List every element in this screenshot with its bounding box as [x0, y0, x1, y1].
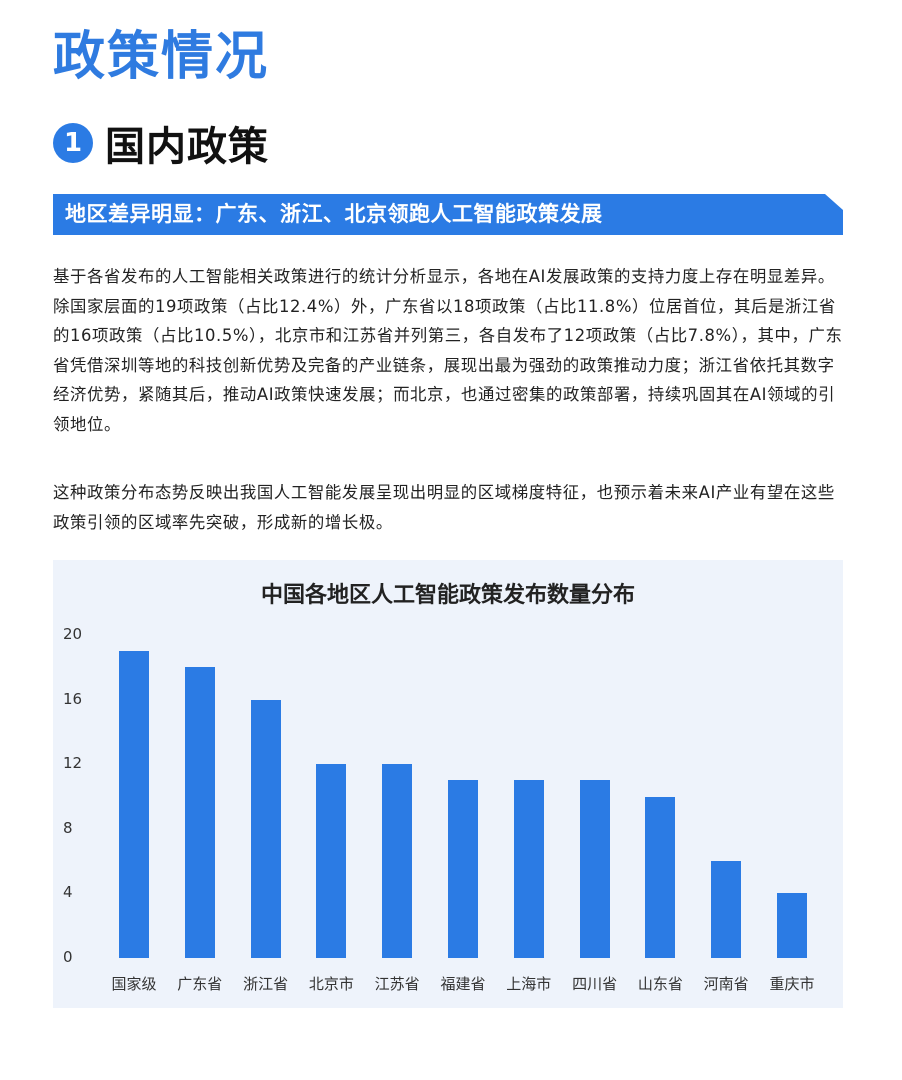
bar-chart: 中国各地区人工智能政策发布数量分布 20 16 12 8 4 0 国家级 广东省 浙江省 北京市… [53, 560, 843, 1008]
x-tick-label: 河南省 [703, 975, 749, 993]
bar [250, 699, 281, 958]
y-tick-label: 4 [63, 883, 73, 902]
paragraph-2: 这种政策分布态势反映出我国人工智能发展呈现出明显的区域梯度特征，也预示着未来AI… [53, 483, 835, 532]
x-tick-label: 浙江省 [243, 975, 289, 993]
page-title: 政策情况 [53, 27, 270, 87]
x-tick-label: 四川省 [572, 975, 618, 993]
bar [382, 764, 413, 958]
bar [777, 893, 807, 958]
y-tick-label: 20 [63, 625, 83, 643]
x-tick-label: 山东省 [637, 975, 683, 993]
section-heading: 1 国内政策 [53, 115, 269, 171]
bar [711, 861, 742, 958]
bar [184, 667, 215, 958]
bar [316, 764, 347, 958]
banner-text: 地区差异明显：广东、浙江、北京领跑人工智能政策发展 [65, 202, 603, 226]
x-tick-label: 江苏省 [374, 975, 420, 993]
x-tick-label: 广东省 [177, 975, 223, 993]
y-tick-label: 12 [63, 754, 83, 773]
paragraph-1: 基于各省发布的人工智能相关政策进行的统计分析显示，各地在AI发展政策的支持力度上… [53, 267, 843, 434]
chart-title: 中国各地区人工智能政策发布数量分布 [260, 583, 635, 608]
subheading-banner: 地区差异明显：广东、浙江、北京领跑人工智能政策发展 [53, 194, 843, 235]
x-tick-label: 国家级 [111, 975, 157, 993]
y-tick-label: 0 [63, 948, 73, 966]
section-number-badge: 1 [53, 123, 93, 163]
x-tick-label: 重庆市 [769, 975, 815, 993]
x-tick-label: 福建省 [440, 975, 486, 993]
bar [119, 651, 149, 958]
bar [513, 780, 544, 958]
x-tick-label: 上海市 [506, 975, 552, 993]
y-tick-label: 8 [63, 818, 73, 837]
bar [448, 780, 478, 958]
y-tick-label: 16 [63, 689, 83, 708]
bar [645, 796, 676, 958]
section-title: 国内政策 [105, 124, 269, 170]
x-tick-label: 北京市 [308, 975, 354, 993]
bar [579, 780, 610, 958]
